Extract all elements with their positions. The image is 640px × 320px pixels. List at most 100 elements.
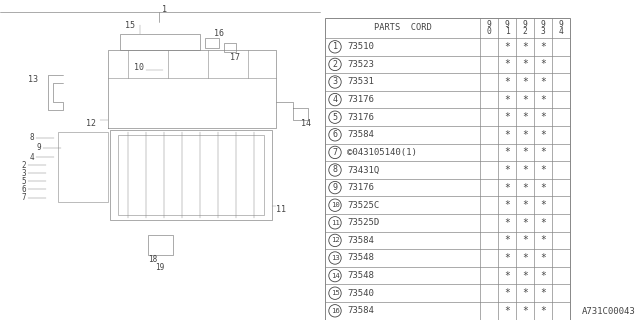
Text: 8: 8 <box>333 165 337 174</box>
Text: 13: 13 <box>28 76 38 84</box>
Text: *: * <box>522 236 528 245</box>
Text: *: * <box>522 288 528 298</box>
Text: A731C00043: A731C00043 <box>582 307 636 316</box>
Text: 1: 1 <box>333 42 337 51</box>
Text: *: * <box>522 218 528 228</box>
Text: 73176: 73176 <box>347 183 374 192</box>
Text: 73584: 73584 <box>347 130 374 139</box>
Text: 1: 1 <box>162 4 167 13</box>
Text: 4: 4 <box>559 27 563 36</box>
Text: 73176: 73176 <box>347 113 374 122</box>
Text: *: * <box>540 95 546 105</box>
Text: 7: 7 <box>333 148 337 157</box>
Text: *: * <box>504 95 510 105</box>
Text: *: * <box>522 112 528 122</box>
Text: 73584: 73584 <box>347 236 374 245</box>
Text: 9: 9 <box>36 143 41 153</box>
Text: 15: 15 <box>331 290 339 296</box>
Text: *: * <box>504 200 510 210</box>
Text: *: * <box>504 165 510 175</box>
Bar <box>110 130 272 220</box>
Bar <box>325 18 570 320</box>
Text: 73540: 73540 <box>347 289 374 298</box>
Text: 5: 5 <box>333 113 337 122</box>
Text: 6: 6 <box>21 185 26 194</box>
Text: 15: 15 <box>125 20 135 29</box>
Text: *: * <box>522 165 528 175</box>
Text: *: * <box>540 112 546 122</box>
Text: *: * <box>540 236 546 245</box>
Text: 11: 11 <box>276 205 286 214</box>
Text: *: * <box>540 218 546 228</box>
Text: 13: 13 <box>331 255 339 261</box>
Text: *: * <box>504 60 510 69</box>
Text: 3: 3 <box>541 27 545 36</box>
Text: 73525C: 73525C <box>347 201 380 210</box>
Text: 73548: 73548 <box>347 253 374 262</box>
Text: *: * <box>540 77 546 87</box>
Text: *: * <box>504 271 510 281</box>
Text: 6: 6 <box>333 130 337 139</box>
Text: 3: 3 <box>333 77 337 86</box>
Text: *: * <box>540 60 546 69</box>
Text: 8: 8 <box>29 133 34 142</box>
Text: 2: 2 <box>21 161 26 170</box>
Text: *: * <box>504 130 510 140</box>
Text: 10: 10 <box>134 63 144 73</box>
Text: 17: 17 <box>230 52 240 61</box>
Text: 73584: 73584 <box>347 306 374 315</box>
Text: 19: 19 <box>155 262 164 271</box>
Text: *: * <box>504 183 510 193</box>
Text: *: * <box>504 77 510 87</box>
Text: *: * <box>504 218 510 228</box>
Text: *: * <box>522 42 528 52</box>
Bar <box>120 34 200 50</box>
Bar <box>205 38 219 48</box>
Text: 2: 2 <box>523 27 527 36</box>
Text: 73531: 73531 <box>347 77 374 86</box>
Text: PARTS  CORD: PARTS CORD <box>374 23 431 33</box>
Bar <box>224 43 236 52</box>
Text: ©043105140(1): ©043105140(1) <box>347 148 417 157</box>
Text: *: * <box>540 165 546 175</box>
Text: *: * <box>540 42 546 52</box>
Text: *: * <box>540 271 546 281</box>
Text: *: * <box>540 288 546 298</box>
Text: *: * <box>522 148 528 157</box>
Text: 11: 11 <box>331 220 339 226</box>
Text: *: * <box>540 306 546 316</box>
Text: 12: 12 <box>331 237 339 244</box>
Text: 9: 9 <box>504 20 509 29</box>
Text: 73176: 73176 <box>347 95 374 104</box>
Text: *: * <box>504 148 510 157</box>
Text: 9: 9 <box>333 183 337 192</box>
Text: 18: 18 <box>148 255 157 265</box>
Text: 73548: 73548 <box>347 271 374 280</box>
Text: 0: 0 <box>486 27 492 36</box>
Text: 10: 10 <box>331 202 339 208</box>
Text: 16: 16 <box>214 29 224 38</box>
Text: *: * <box>504 112 510 122</box>
Text: 2: 2 <box>333 60 337 69</box>
Text: 9: 9 <box>486 20 492 29</box>
Text: *: * <box>540 130 546 140</box>
Text: 9: 9 <box>523 20 527 29</box>
Text: *: * <box>522 183 528 193</box>
Text: 73431Q: 73431Q <box>347 165 380 174</box>
Text: *: * <box>522 60 528 69</box>
Bar <box>118 135 264 215</box>
Bar <box>58 132 108 202</box>
Text: 1: 1 <box>504 27 509 36</box>
Text: 12: 12 <box>86 118 96 127</box>
Text: 4: 4 <box>29 153 34 162</box>
Text: *: * <box>522 253 528 263</box>
Text: *: * <box>522 77 528 87</box>
Text: 14: 14 <box>331 273 339 279</box>
Text: *: * <box>504 253 510 263</box>
Text: *: * <box>504 306 510 316</box>
Text: *: * <box>522 130 528 140</box>
Text: *: * <box>522 200 528 210</box>
Text: 73525D: 73525D <box>347 218 380 227</box>
Text: *: * <box>540 200 546 210</box>
Text: *: * <box>540 183 546 193</box>
